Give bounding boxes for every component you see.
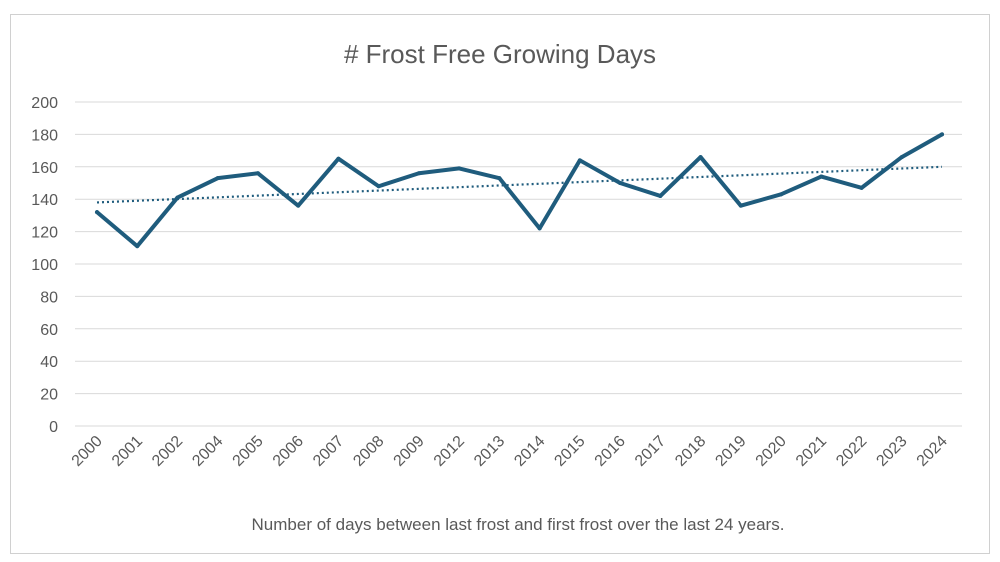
series-group	[95, 132, 944, 249]
data-point	[779, 192, 784, 197]
data-point	[658, 193, 663, 198]
x-tick-label: 2023	[873, 433, 910, 470]
x-tick-label: 2017	[632, 433, 669, 470]
x-tick-label: 2015	[551, 433, 588, 470]
x-axis-ticks: 2000 2001 2002 2004 2005 2006 2007 2008 2009 2012…	[69, 433, 951, 470]
data-point	[537, 226, 542, 231]
data-point	[618, 181, 623, 185]
data-point	[255, 171, 260, 176]
y-tick-label: 0	[49, 419, 58, 436]
x-tick-label: 2018	[672, 433, 709, 470]
x-tick-label: 2013	[471, 433, 508, 470]
x-tick-label: 2000	[69, 433, 106, 470]
y-tick-label: 160	[31, 160, 58, 177]
trendline	[96, 165, 943, 204]
data-point	[819, 174, 824, 179]
x-tick-label: 2020	[753, 433, 790, 470]
y-tick-label: 180	[31, 127, 58, 144]
x-tick-label: 2019	[712, 433, 749, 470]
y-tick-label: 80	[40, 289, 58, 306]
x-tick-label: 2001	[109, 433, 146, 470]
chart-frame	[10, 14, 990, 554]
data-point	[175, 195, 180, 200]
chart-title: # Frost Free Growing Days	[344, 39, 656, 69]
x-tick-label: 2024	[914, 433, 951, 470]
x-tick-label: 2004	[189, 433, 226, 470]
data-point	[577, 158, 582, 163]
y-tick-label: 200	[31, 95, 58, 112]
x-tick-label: 2014	[511, 433, 548, 470]
data-point	[296, 203, 301, 208]
x-tick-label: 2022	[833, 433, 870, 470]
x-tick-label: 2008	[350, 433, 387, 470]
x-tick-label: 2005	[230, 433, 267, 470]
data-point	[457, 166, 462, 171]
x-tick-label: 2009	[391, 433, 428, 470]
series-line	[95, 132, 944, 249]
x-tick-label: 2006	[270, 433, 307, 470]
trendline-group	[96, 165, 943, 204]
data-point	[135, 244, 140, 249]
gridlines	[75, 101, 962, 427]
chart-caption: Number of days between last frost and fi…	[252, 515, 785, 534]
data-point	[899, 155, 904, 160]
data-point	[416, 171, 421, 176]
x-tick-label: 2012	[431, 433, 468, 470]
x-tick-label: 2016	[592, 433, 629, 470]
y-axis-ticks: 0 20 40 60 80 100 120 140 160 180 200	[31, 95, 58, 436]
y-tick-label: 100	[31, 257, 58, 274]
x-tick-label: 2002	[149, 433, 186, 470]
data-point	[336, 156, 341, 161]
y-tick-label: 60	[40, 322, 58, 339]
data-point	[376, 184, 381, 189]
data-point	[95, 210, 99, 215]
y-tick-label: 120	[31, 225, 58, 242]
data-point	[497, 176, 502, 181]
data-point	[698, 155, 703, 160]
data-point	[215, 176, 220, 181]
data-point	[859, 185, 864, 190]
data-point	[940, 132, 944, 137]
x-tick-label: 2021	[793, 433, 830, 470]
x-tick-label: 2007	[310, 433, 347, 470]
y-tick-label: 40	[40, 354, 58, 371]
y-tick-label: 140	[31, 192, 58, 209]
y-tick-label: 20	[40, 387, 58, 404]
data-point	[738, 203, 743, 208]
